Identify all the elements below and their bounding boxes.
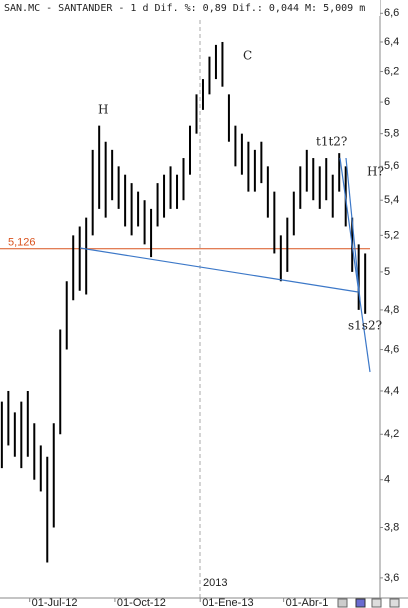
annotation: C	[243, 49, 252, 63]
icon[interactable]	[355, 598, 366, 608]
y-tick-label: 5,6	[384, 160, 399, 172]
trend-line	[345, 157, 361, 301]
y-tick-label: 4	[384, 474, 390, 486]
x-tick-label: 01-Oct-12	[117, 597, 166, 608]
icon[interactable]	[337, 598, 348, 608]
level-label: 5,126	[8, 237, 36, 249]
y-tick-label: 4,8	[384, 304, 399, 316]
y-tick-label: 6,2	[384, 65, 399, 77]
trend-line	[339, 157, 371, 373]
y-tick-label: 4,4	[384, 385, 399, 397]
annotation: H	[98, 103, 108, 117]
y-tick-label: 5	[384, 266, 390, 278]
x-tick-label: 01-Jul-12	[32, 597, 78, 608]
y-tick-label: 4,6	[384, 343, 399, 355]
icon[interactable]	[371, 598, 382, 608]
annotation: s1s2?	[348, 319, 382, 333]
toolbar-icons	[337, 598, 400, 608]
header-bg	[0, 0, 380, 16]
y-tick-label: 3,8	[384, 521, 399, 533]
y-tick-label: 5,8	[384, 128, 399, 140]
annotation: H?	[367, 165, 384, 179]
trend-lines	[79, 157, 371, 373]
annotation: t1t2?	[316, 135, 347, 149]
x-tick-label: 01-Abr-1	[286, 597, 329, 608]
y-tick-label: 3,6	[384, 572, 399, 584]
plot-area	[0, 41, 370, 563]
y-tick-label: 5,4	[384, 194, 399, 206]
y-tick-label: 5,2	[384, 229, 399, 241]
trend-line	[79, 247, 359, 293]
year-label: 2013	[203, 577, 227, 589]
y-tick-label: 6	[384, 96, 390, 108]
y-tick-label: 6,6	[384, 7, 399, 19]
y-tick-label: 6,4	[384, 36, 399, 48]
y-tick-label: 4,2	[384, 428, 399, 440]
chart-title: SAN.MC - SANTANDER - 1 d Dif. %: 0,89 Di…	[4, 3, 365, 14]
icon[interactable]	[389, 598, 400, 608]
x-tick-label: 01-Ene-13	[202, 597, 253, 608]
